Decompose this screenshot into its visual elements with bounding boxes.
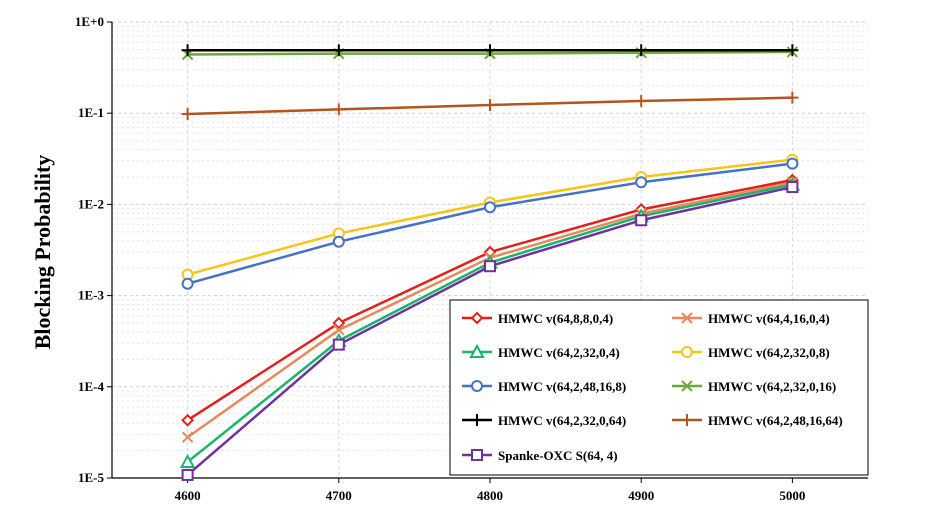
legend-item: HMWC v(64,2,32,0,4) xyxy=(462,343,620,360)
legend-label: Spanke-OXC S(64, 4) xyxy=(498,448,618,463)
x-tick-label: 4900 xyxy=(628,488,654,503)
legend-label: HMWC v(64,2,32,0,4) xyxy=(498,345,620,360)
circle-marker xyxy=(484,201,496,214)
square-marker xyxy=(786,181,799,194)
y-tick-label: 1E-5 xyxy=(78,470,105,485)
square-marker xyxy=(181,468,194,481)
series-4 xyxy=(181,157,799,290)
y-tick-label: 1E+0 xyxy=(75,14,104,29)
diamond-marker xyxy=(470,311,484,325)
legend-item: HMWC v(64,2,32,0,8) xyxy=(672,345,830,360)
legend-label: HMWC v(64,2,32,0,64) xyxy=(498,413,626,428)
triangle-marker xyxy=(469,343,485,358)
y-tick-label: 1E-1 xyxy=(78,105,104,120)
x-tick-label: 5000 xyxy=(779,488,805,503)
legend-label: HMWC v(64,2,48,16,64) xyxy=(708,413,843,428)
square-marker xyxy=(471,449,483,461)
circle-marker xyxy=(786,157,799,170)
legend: HMWC v(64,8,8,0,4) HMWC v(64,4,16,0,4) HMW… xyxy=(449,299,869,476)
legend-item: HMWC v(64,2,48,16,8) xyxy=(462,379,626,394)
diamond-marker xyxy=(332,316,346,330)
x-tick-label: 4600 xyxy=(175,488,201,503)
legend-label: HMWC v(64,2,32,0,16) xyxy=(708,379,836,394)
plus-marker xyxy=(484,44,496,57)
circle-marker xyxy=(181,277,194,290)
circle-marker xyxy=(681,346,693,358)
y-axis-title: Blocking Probability xyxy=(30,155,55,350)
x-marker xyxy=(181,431,194,443)
plus-marker xyxy=(484,99,496,112)
plus-marker xyxy=(332,103,345,116)
plus-marker xyxy=(786,44,799,57)
legend-label: HMWC v(64,2,32,0,8) xyxy=(708,345,830,360)
tick-labels: 1E-5 1E-4 1E-3 1E-2 1E-1 1E+0 4600 4700 4800 4900… xyxy=(75,14,805,503)
diamond-marker xyxy=(181,413,195,427)
legend-item: Spanke-OXC S(64, 4) xyxy=(462,448,618,463)
circle-marker xyxy=(635,176,648,189)
square-marker xyxy=(635,214,648,227)
legend-label: HMWC v(64,8,8,0,4) xyxy=(498,311,613,326)
series-layer xyxy=(179,44,801,481)
plus-marker xyxy=(681,414,693,426)
legend-label: HMWC v(64,2,48,16,8) xyxy=(498,379,626,394)
series-7 xyxy=(181,91,799,120)
plus-marker xyxy=(181,108,194,120)
triangle-marker xyxy=(179,453,196,468)
legend-box xyxy=(449,299,869,476)
x-tick-label: 4800 xyxy=(477,488,503,503)
legend-item: HMWC v(64,2,32,0,64) xyxy=(462,413,626,428)
x-marker xyxy=(681,312,693,324)
plus-marker xyxy=(786,91,799,104)
y-tick-label: 1E-3 xyxy=(78,288,105,303)
axes xyxy=(107,21,868,483)
plus-marker xyxy=(332,44,345,57)
legend-item: HMWC v(64,4,16,0,4) xyxy=(672,311,830,326)
x-marker xyxy=(681,380,693,392)
plus-marker xyxy=(635,44,648,57)
y-tick-label: 1E-4 xyxy=(78,379,105,394)
circle-marker xyxy=(332,235,345,248)
plus-marker xyxy=(471,414,483,426)
plus-marker xyxy=(181,44,194,57)
series-8 xyxy=(181,181,799,481)
legend-item: HMWC v(64,2,48,16,64) xyxy=(672,413,843,428)
x-tick-label: 4700 xyxy=(326,488,352,503)
x-marker xyxy=(333,324,345,336)
legend-item: HMWC v(64,8,8,0,4) xyxy=(462,311,613,326)
circle-marker xyxy=(471,380,483,392)
series-6 xyxy=(181,44,799,57)
plus-marker xyxy=(635,95,648,108)
square-marker xyxy=(484,260,496,273)
legend-item: HMWC v(64,2,32,0,16) xyxy=(672,379,836,394)
y-tick-label: 1E-2 xyxy=(78,196,104,211)
legend-label: HMWC v(64,4,16,0,4) xyxy=(708,311,830,326)
square-marker xyxy=(332,338,345,351)
